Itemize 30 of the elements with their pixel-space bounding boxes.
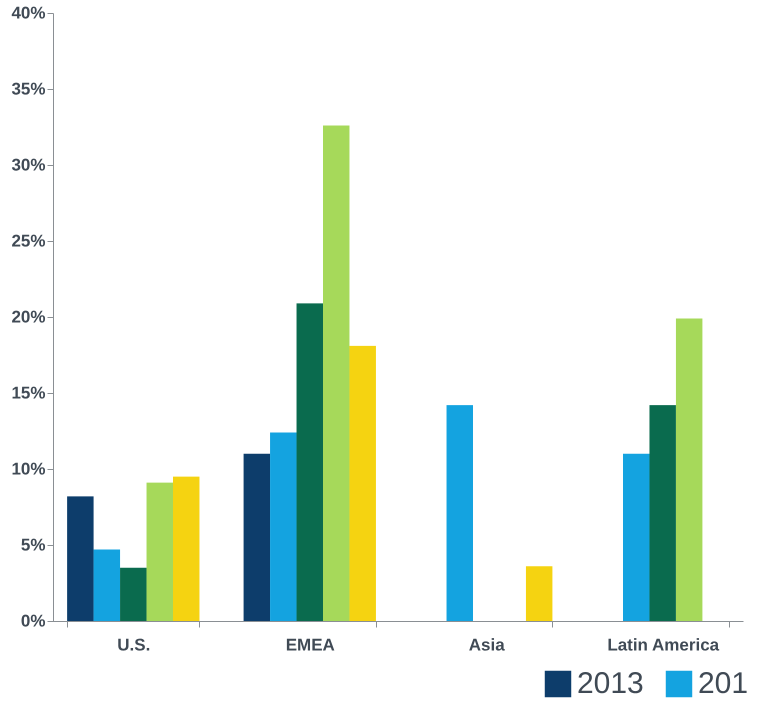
y-tick-label: 15% [11, 384, 46, 402]
bar [349, 346, 376, 621]
bar [146, 482, 173, 621]
bar [623, 454, 650, 621]
bar [173, 476, 200, 621]
bar [270, 432, 297, 621]
legend-label: 2013 [577, 667, 644, 700]
y-tick-label: 20% [11, 308, 46, 326]
y-tick-label: 30% [11, 156, 46, 174]
x-tick-label: Latin America [607, 636, 720, 654]
y-tick-label: 25% [11, 232, 46, 250]
bar [676, 318, 702, 621]
bar [67, 496, 94, 621]
bar [120, 568, 147, 621]
y-tick-label: 0% [20, 612, 46, 630]
bar [323, 125, 350, 621]
x-tick-label: Asia [468, 636, 506, 654]
bar [526, 566, 552, 621]
bar [296, 303, 323, 621]
y-tick-label: 40% [11, 4, 46, 22]
y-tick-label: 35% [11, 80, 46, 98]
bar [446, 405, 473, 621]
legend-label: 201 [698, 667, 748, 700]
y-tick-label: 10% [11, 460, 46, 478]
bar [94, 550, 120, 621]
y-tick-label: 5% [20, 536, 46, 554]
x-tick-label: EMEA [286, 636, 335, 654]
x-tick-label: U.S. [117, 636, 150, 654]
bar [649, 405, 676, 621]
bar [244, 454, 270, 621]
